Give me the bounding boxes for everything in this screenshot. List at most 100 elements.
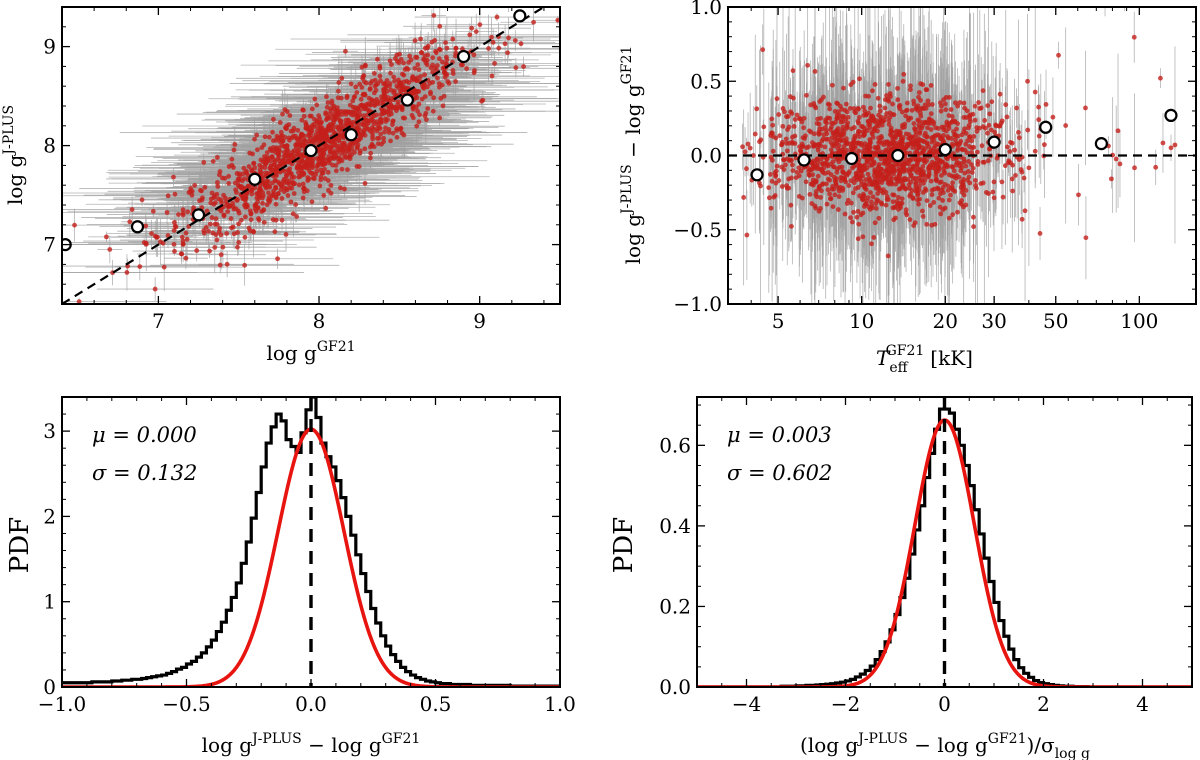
tl-point xyxy=(371,118,377,124)
tl-point xyxy=(473,29,479,34)
tl-point xyxy=(312,96,318,102)
tl-point xyxy=(266,190,271,196)
tl-point xyxy=(414,55,420,60)
tl-point xyxy=(381,135,387,141)
tl-point xyxy=(283,155,289,161)
tl-point xyxy=(172,219,177,225)
tl-point xyxy=(252,136,257,142)
tl-point xyxy=(298,168,304,174)
tl-point xyxy=(282,125,288,131)
tl-point xyxy=(346,147,352,153)
tl-point xyxy=(365,120,371,126)
tl-point xyxy=(382,129,387,135)
tl-point xyxy=(297,173,303,179)
tl-point xyxy=(355,115,361,121)
tl-point xyxy=(362,180,368,186)
tl-point xyxy=(225,209,231,215)
tl-point xyxy=(318,126,324,132)
tl-point xyxy=(271,157,277,163)
tl-point xyxy=(300,181,306,187)
tl-point xyxy=(226,204,232,209)
tl-point xyxy=(324,104,330,110)
tl-point xyxy=(259,145,265,150)
tl-point xyxy=(362,146,368,152)
tl-point xyxy=(401,60,406,66)
tl-point xyxy=(419,50,425,55)
tl-point xyxy=(209,215,215,220)
tl-point xyxy=(392,78,397,84)
tl-point xyxy=(329,101,335,107)
tl-point xyxy=(506,35,511,41)
tl-point xyxy=(239,185,244,191)
tl-point xyxy=(409,112,415,118)
tl-point xyxy=(234,244,240,250)
tl-point xyxy=(76,299,82,304)
tl-point xyxy=(171,228,177,233)
tl-point xyxy=(172,248,177,254)
tl-point xyxy=(401,132,407,138)
tl-point xyxy=(419,96,425,102)
tl-point xyxy=(332,136,338,142)
tl-point xyxy=(284,143,290,148)
tl-point xyxy=(361,128,367,133)
tl-point xyxy=(256,217,262,223)
tl-point xyxy=(210,158,216,164)
tl-point xyxy=(357,134,363,140)
tl-point xyxy=(319,119,324,125)
tr-plot-area xyxy=(728,7,1196,304)
tl-point xyxy=(300,107,306,113)
tl-point xyxy=(502,41,508,47)
tl-point xyxy=(444,54,449,60)
tl-point xyxy=(295,140,300,146)
tl-point xyxy=(390,130,396,136)
tl-point xyxy=(220,244,226,250)
tl-point xyxy=(164,210,170,215)
tl-point xyxy=(287,137,292,143)
tl-point xyxy=(356,164,362,169)
tl-point xyxy=(388,138,393,144)
tl-point xyxy=(505,50,510,56)
tl-point xyxy=(395,99,401,105)
tl-point xyxy=(416,101,422,107)
tl-point xyxy=(212,244,218,250)
tl-point xyxy=(316,134,322,140)
tl-point xyxy=(207,221,213,227)
tl-point xyxy=(381,94,387,100)
tl-point xyxy=(314,102,320,108)
tl-point xyxy=(277,164,282,169)
tl-point xyxy=(312,135,318,141)
tl-point xyxy=(316,155,322,161)
tl-point xyxy=(412,65,418,71)
tl-point xyxy=(157,239,163,245)
tl-binned-mean xyxy=(304,143,318,158)
tl-point xyxy=(285,180,290,186)
tl-point xyxy=(368,155,373,161)
tl-point xyxy=(436,84,442,90)
tl-point xyxy=(428,89,433,95)
tl-xtick-label: 8 xyxy=(313,309,326,333)
tl-point xyxy=(314,119,320,125)
tl-point xyxy=(218,208,224,214)
tl-point xyxy=(243,201,249,207)
tl-point xyxy=(231,165,236,170)
tl-point xyxy=(344,93,350,99)
tl-point xyxy=(304,188,310,194)
tl-point xyxy=(358,102,364,108)
tl-point xyxy=(325,178,331,183)
tl-point xyxy=(325,100,331,105)
tl-point xyxy=(418,74,423,79)
tl-point xyxy=(295,163,300,169)
tl-point xyxy=(480,97,486,103)
tl-point xyxy=(165,193,171,199)
tl-point xyxy=(252,185,258,191)
tl-point xyxy=(315,162,321,168)
tl-point xyxy=(396,80,402,86)
tl-point xyxy=(295,136,301,142)
tl-point xyxy=(464,66,470,71)
tl-point xyxy=(262,183,268,189)
tl-point xyxy=(321,156,327,162)
tl-point xyxy=(301,113,307,119)
tl-point xyxy=(391,74,397,80)
tl-point xyxy=(226,173,232,179)
tl-point xyxy=(358,121,364,127)
